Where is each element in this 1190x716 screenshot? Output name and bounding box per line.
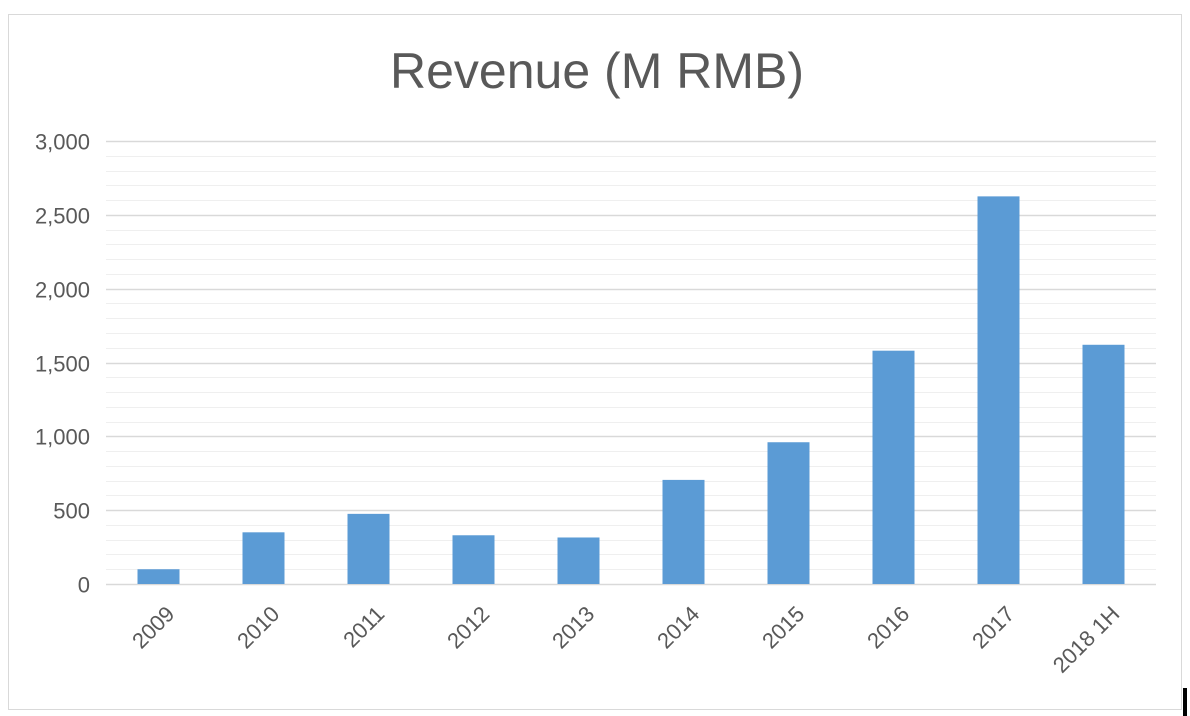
text-cursor-mark: [1183, 688, 1187, 716]
bar-2015: [767, 442, 810, 584]
x-tick-label: 2010: [232, 601, 284, 653]
y-tick-label: 2,000: [35, 278, 90, 303]
chart-title: Revenue (M RMB): [390, 43, 804, 99]
y-tick-label: 1,500: [35, 352, 90, 377]
x-axis-tick-labels: 2009 2010 2011 2012 2013 2014 2015 2016 2017 2018…: [127, 601, 1124, 678]
x-tick-label: 2012: [442, 601, 494, 653]
y-tick-label: 0: [78, 573, 90, 598]
bar-series: [137, 196, 1125, 584]
x-tick-label: 2011: [338, 601, 389, 652]
x-tick-label: 2018 1H: [1048, 601, 1125, 678]
x-tick-label: 2009: [127, 601, 179, 653]
bar-2011: [347, 513, 390, 584]
x-tick-label: 2014: [652, 601, 704, 653]
y-tick-label: 500: [53, 499, 90, 524]
bar-2013: [557, 537, 600, 584]
bar-2010: [242, 532, 285, 584]
x-tick-label: 2017: [967, 601, 1019, 653]
x-tick-label: 2015: [757, 601, 809, 653]
x-tick-label: 2016: [862, 601, 914, 653]
bar-2012: [452, 535, 495, 584]
bar-2018-1h: [1082, 344, 1125, 584]
y-axis-tick-labels: 0 500 1,000 1,500 2,000 2,500 3,000: [35, 130, 90, 598]
y-tick-label: 2,500: [35, 204, 90, 229]
y-tick-label: 1,000: [35, 425, 90, 450]
x-tick-label: 2013: [547, 601, 599, 653]
bar-2017: [977, 196, 1020, 584]
y-tick-label: 3,000: [35, 130, 90, 155]
bar-2016: [872, 350, 915, 584]
bar-2014: [662, 479, 705, 584]
bar-2009: [137, 569, 180, 584]
